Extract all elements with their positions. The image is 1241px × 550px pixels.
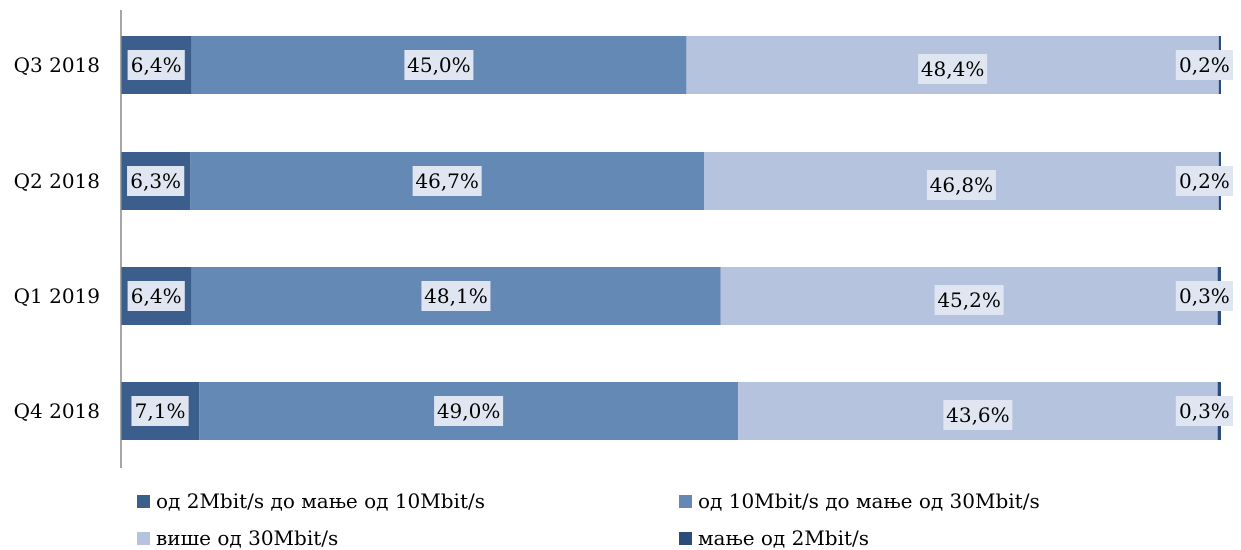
data-label-background (127, 166, 185, 196)
category-label: Q3 2018 (14, 53, 100, 77)
category-axis-labels: Q3 2018 Q2 2018 Q1 2019 Q4 2018 (14, 53, 100, 423)
data-label: 46,7% (415, 169, 479, 193)
data-label: 43,6% (946, 403, 1010, 427)
data-label-background (1175, 396, 1233, 426)
data-label: 45,0% (407, 53, 471, 77)
data-label: 48,1% (424, 284, 488, 308)
data-label: 0,2% (1179, 169, 1230, 193)
category-label: Q4 2018 (14, 399, 100, 423)
data-label-background (926, 170, 996, 200)
data-label-background (131, 396, 189, 426)
category-label: Q1 2019 (14, 284, 100, 308)
data-label-background (421, 281, 491, 311)
data-label-background (934, 285, 1004, 315)
data-label-background (412, 166, 482, 196)
data-label-background (918, 54, 988, 84)
bars (121, 36, 1221, 440)
category-label: Q2 2018 (14, 169, 100, 193)
data-label-background (404, 50, 474, 80)
data-label: 48,4% (921, 57, 985, 81)
data-label: 0,2% (1179, 53, 1230, 77)
data-label-background (127, 50, 185, 80)
data-label: 6,3% (130, 169, 181, 193)
data-label-background (1175, 281, 1233, 311)
data-label-background (943, 400, 1013, 430)
data-label-background (1175, 166, 1233, 196)
data-labels: 6,4% 45,0% 48,4% 0,2% 6,3% 46,7% 46,8% 0,2% 6,4%… (127, 50, 1233, 430)
data-label: 46,8% (930, 173, 994, 197)
data-label: 49,0% (437, 399, 501, 423)
data-label-background (1175, 50, 1233, 80)
data-label: 0,3% (1179, 399, 1230, 423)
data-label: 45,2% (937, 288, 1001, 312)
data-label-background (127, 281, 185, 311)
data-label-background (434, 396, 504, 426)
data-label: 6,4% (131, 53, 182, 77)
data-label: 0,3% (1179, 284, 1230, 308)
data-label: 6,4% (131, 284, 182, 308)
data-label: 7,1% (135, 399, 186, 423)
